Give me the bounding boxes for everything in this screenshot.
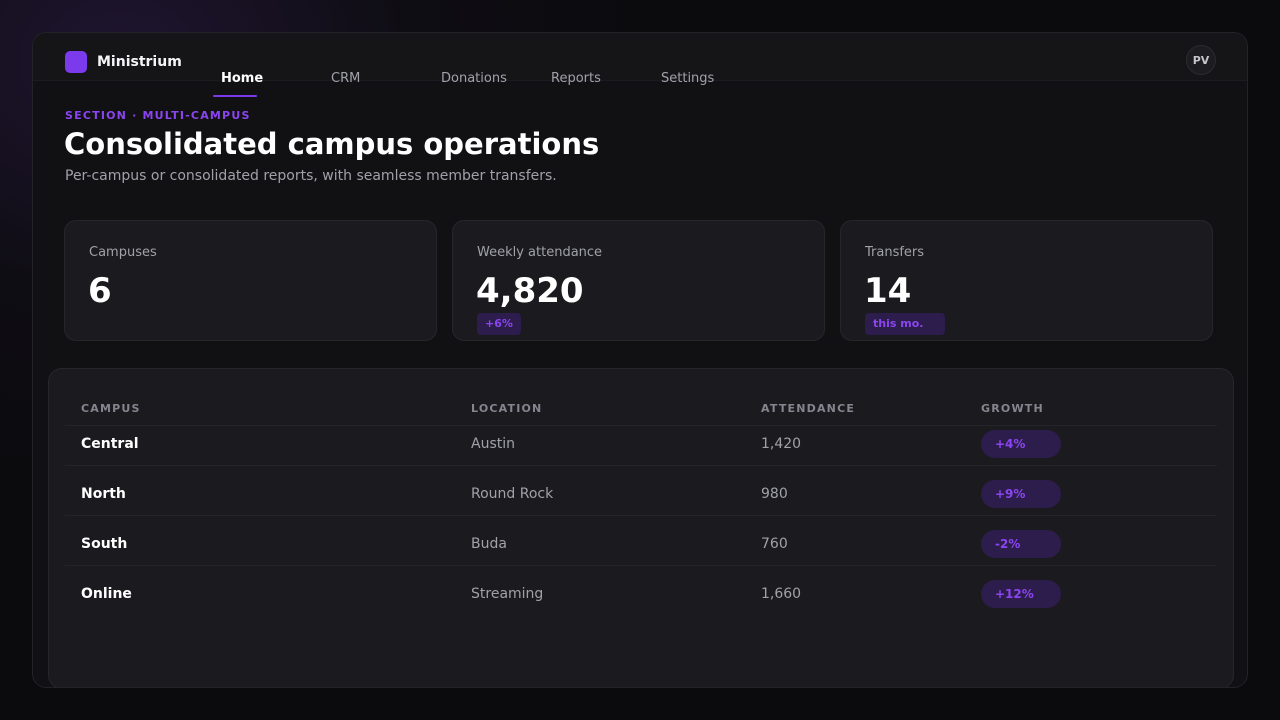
column-header-campus[interactable]: CAMPUS	[81, 402, 141, 415]
nav-item-donations[interactable]: Donations	[441, 71, 507, 86]
brand[interactable]: Ministrium	[65, 51, 182, 73]
nav-item-settings[interactable]: Settings	[661, 71, 715, 86]
brand-logo-icon	[65, 51, 87, 73]
top-nav-bar	[33, 33, 1247, 81]
stat-card-campuses: Campuses 6	[64, 220, 437, 341]
stat-label: Campuses	[89, 245, 157, 260]
user-avatar[interactable]: PV	[1186, 45, 1216, 75]
campus-attendance: 1,420	[761, 436, 802, 452]
page-title: Consolidated campus operations	[64, 127, 600, 161]
growth-badge: -2%	[981, 530, 1061, 558]
campus-location: Round Rock	[471, 486, 554, 502]
nav-active-indicator	[213, 95, 257, 97]
stat-label: Weekly attendance	[477, 245, 603, 260]
stat-value: 6	[88, 271, 112, 311]
campus-table: CAMPUS LOCATION ATTENDANCE GROWTH Centra…	[48, 368, 1234, 687]
stat-badge: this mo.	[865, 313, 945, 335]
column-header-location[interactable]: LOCATION	[471, 402, 543, 415]
campus-location: Buda	[471, 536, 507, 552]
header-divider	[65, 425, 1217, 426]
campus-name: North	[81, 486, 126, 502]
table-row[interactable]: South Buda 760 -2%	[65, 526, 1217, 576]
campus-location: Austin	[471, 436, 515, 452]
column-header-attendance[interactable]: ATTENDANCE	[761, 402, 856, 415]
table-row[interactable]: Central Austin 1,420 +4%	[65, 426, 1217, 476]
campus-attendance: 760	[761, 536, 788, 552]
stat-badge: +6%	[477, 313, 521, 335]
nav-item-home[interactable]: Home	[221, 71, 264, 86]
growth-badge: +4%	[981, 430, 1061, 458]
stat-card-weekly-attendance: Weekly attendance 4,820 +6%	[452, 220, 825, 341]
app-window: Ministrium Home CRM Donations Reports Se…	[32, 32, 1248, 688]
row-divider	[65, 565, 1217, 566]
nav-item-reports[interactable]: Reports	[551, 71, 601, 86]
table-row[interactable]: Online Streaming 1,660 +12%	[65, 576, 1217, 626]
column-header-growth[interactable]: GROWTH	[981, 402, 1044, 415]
campus-location: Streaming	[471, 586, 544, 602]
stat-value: 14	[864, 271, 912, 311]
campus-name: South	[81, 536, 128, 552]
row-divider	[65, 465, 1217, 466]
campus-attendance: 1,660	[761, 586, 802, 602]
row-divider	[65, 515, 1217, 516]
campus-attendance: 980	[761, 486, 788, 502]
table-row[interactable]: North Round Rock 980 +9%	[65, 476, 1217, 526]
page-subtitle: Per-campus or consolidated reports, with…	[65, 168, 557, 184]
stat-card-transfers: Transfers 14 this mo.	[840, 220, 1213, 341]
growth-badge: +9%	[981, 480, 1061, 508]
campus-name: Central	[81, 436, 139, 452]
section-eyebrow: SECTION · MULTI-CAMPUS	[65, 109, 251, 122]
nav-item-crm[interactable]: CRM	[331, 71, 361, 86]
campus-name: Online	[81, 586, 132, 602]
stat-label: Transfers	[865, 245, 925, 260]
brand-name: Ministrium	[97, 54, 182, 70]
growth-badge: +12%	[981, 580, 1061, 608]
stat-value: 4,820	[476, 271, 584, 311]
